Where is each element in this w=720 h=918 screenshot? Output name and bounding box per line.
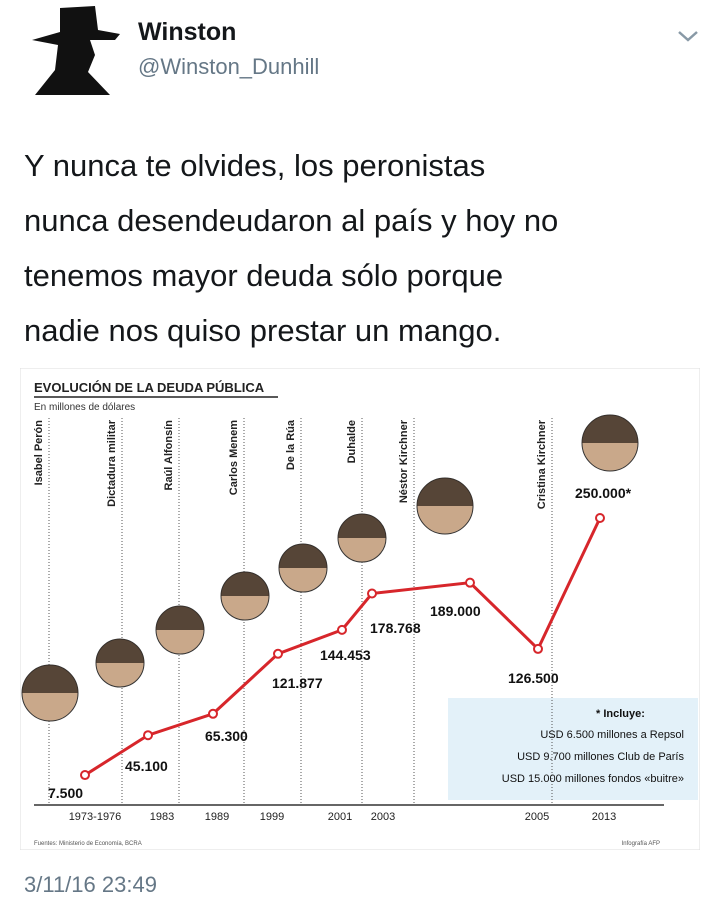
x-tick-label: 1989 — [205, 811, 229, 823]
tweet-text-line: tenemos mayor deuda sólo porque — [24, 258, 504, 293]
source: Fuentes: Ministerio de Economía, BCRA — [34, 841, 142, 847]
chart: EVOLUCIÓN DE LA DEUDA PÚBLICA En millone… — [20, 368, 700, 850]
data-point — [337, 624, 347, 635]
value-label: 178.768 — [370, 620, 421, 636]
data-point — [595, 513, 605, 523]
data-point — [465, 577, 475, 588]
credit: Infografía AFP — [622, 841, 660, 847]
era-label: Isabel Perón — [33, 420, 45, 486]
timestamp: 3/11/16 23:49 — [24, 872, 157, 897]
x-tick-label: 1973-1976 — [69, 811, 122, 823]
era-label: Carlos Menem — [228, 420, 240, 495]
era-label: Cristina Kirchner — [536, 419, 548, 509]
portrait-hair — [22, 665, 78, 693]
value-label: 126.500 — [508, 670, 559, 686]
x-tick-label: 2001 — [328, 811, 352, 823]
value-label: 144.453 — [320, 647, 371, 663]
note-box — [448, 698, 698, 800]
note-line: USD 9.700 millones Club de París — [517, 751, 684, 763]
author-handle[interactable]: @Winston_Dunhill — [138, 54, 320, 79]
era-label: De la Rúa — [285, 419, 297, 470]
value-label: 7.500 — [48, 785, 83, 801]
value-label: 45.100 — [125, 758, 168, 774]
x-tick-label: 2013 — [592, 811, 616, 823]
data-point — [367, 588, 377, 599]
portrait-hair — [279, 544, 327, 568]
note-heading: * Incluye: — [596, 708, 645, 720]
era-label: Duhalde — [346, 420, 358, 463]
value-label: 121.877 — [272, 675, 323, 691]
x-tick-label: 1983 — [150, 811, 174, 823]
chart-title: EVOLUCIÓN DE LA DEUDA PÚBLICA — [34, 380, 265, 395]
avatar[interactable] — [20, 0, 130, 110]
portrait-hair — [156, 606, 204, 630]
tweet-text-line: nadie nos quiso prestar un mango. — [24, 313, 502, 348]
x-tick-label: 2005 — [525, 811, 549, 823]
era-label: Néstor Kirchner — [398, 419, 410, 503]
data-point — [533, 643, 543, 654]
portrait-hair — [582, 415, 638, 443]
author-name[interactable]: Winston — [138, 18, 237, 46]
portrait-hair — [96, 639, 144, 663]
era-label: Raúl Alfonsín — [163, 420, 175, 491]
data-point — [273, 648, 283, 659]
data-point — [143, 730, 153, 741]
data-point — [80, 770, 90, 781]
x-tick-label: 2003 — [371, 811, 395, 823]
value-label: 189.000 — [430, 603, 481, 619]
tweet-text-line: nunca desendeudaron al país y hoy no — [24, 203, 559, 238]
value-label: 65.300 — [205, 728, 248, 744]
chart-subtitle: En millones de dólares — [34, 402, 135, 413]
menu-chevron[interactable] — [676, 28, 700, 44]
value-label: 250.000* — [575, 485, 632, 501]
portrait-hair — [417, 478, 473, 506]
data-point — [208, 708, 218, 719]
tweet-text-line: Y nunca te olvides, los peronistas — [24, 148, 486, 183]
x-tick-label: 1999 — [260, 811, 284, 823]
portrait-hair — [338, 514, 386, 538]
portrait-hair — [221, 572, 269, 596]
note-line: USD 15.000 millones fondos «buitre» — [502, 773, 684, 785]
note-line: USD 6.500 millones a Repsol — [540, 729, 684, 741]
era-label: Dictadura militar — [106, 419, 118, 507]
